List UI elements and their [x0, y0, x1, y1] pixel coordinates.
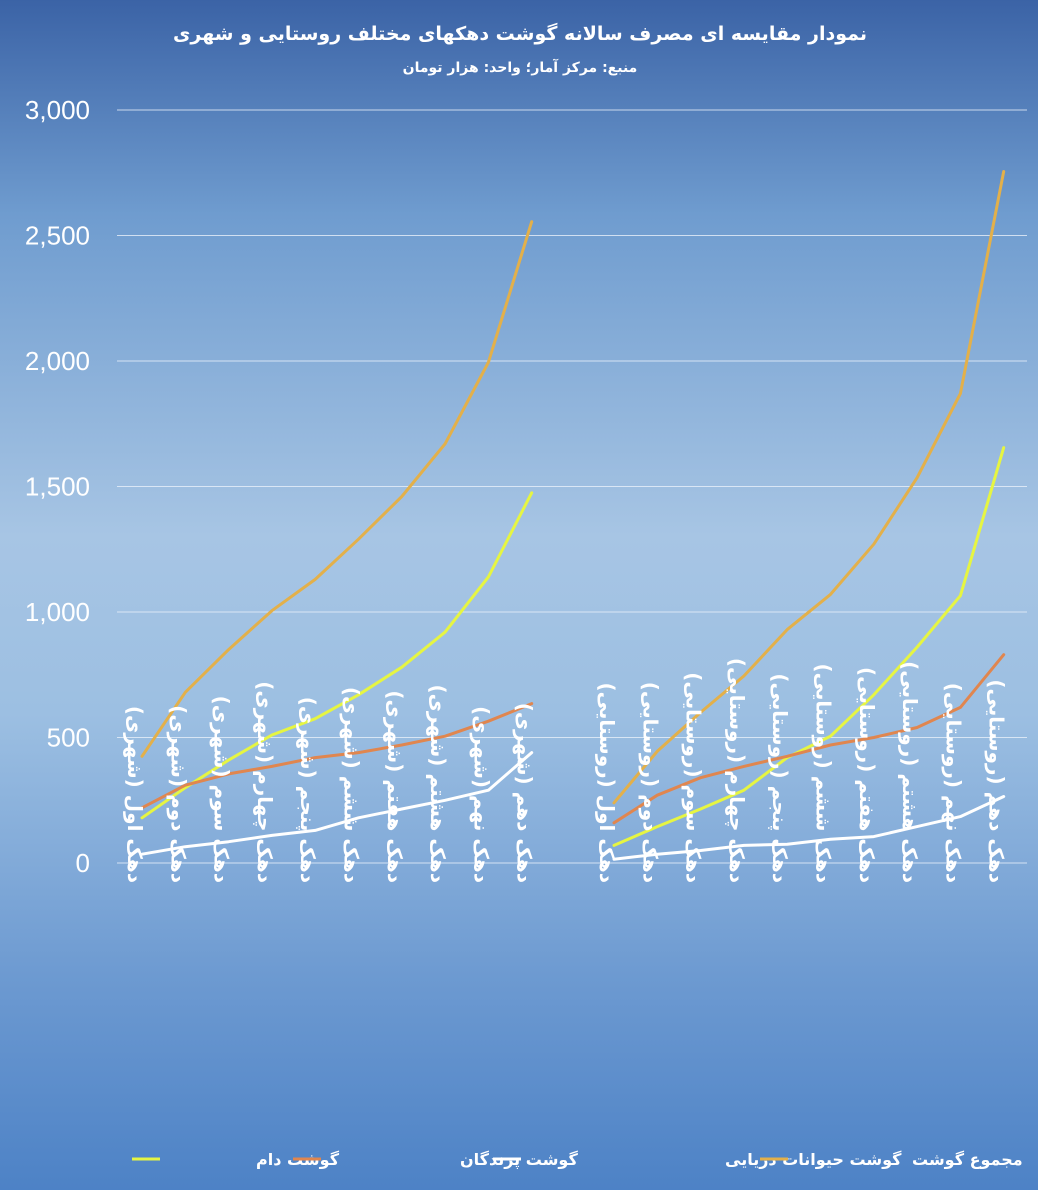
y-tick-label: 3,000 — [25, 95, 90, 125]
x-tick-label: دهک هشتم (شهری) — [426, 684, 450, 883]
x-tick-label: دهک هشتم (روستایی) — [898, 661, 922, 883]
series-line-g0-s1 — [140, 702, 534, 810]
y-tick-label: 2,000 — [25, 346, 90, 376]
series-line-g0-s0 — [140, 491, 534, 820]
series-line-g1-s3 — [612, 170, 1006, 805]
x-axis-ticks: دهک اول (شهری) دهک دوم (شهری) دهک سوم (شهر… — [123, 658, 1009, 883]
series-line-g0-s3 — [140, 220, 534, 758]
series-line-g1-s2 — [612, 795, 1006, 861]
x-tick-label: دهک دوم (روستایی) — [638, 682, 662, 883]
x-tick-label: دهک دوم (شهری) — [166, 705, 190, 883]
y-tick-label: 1,000 — [25, 597, 90, 627]
x-tick-label: دهک سوم (شهری) — [210, 696, 234, 883]
x-tick-label: دهک هفتم (شهری) — [383, 690, 407, 883]
chart-title: نمودار مقایسه ای مصرف سالانه گوشت دهکهای… — [173, 22, 867, 45]
x-tick-label: دهک سوم (روستایی) — [682, 672, 706, 883]
x-tick-label: دهک چهارم (روستایی) — [724, 658, 749, 883]
legend-item[interactable]: مجموع گوشت — [760, 1150, 1023, 1169]
series-line-g1-s0 — [612, 446, 1006, 847]
series-line-g0-s2 — [140, 751, 534, 856]
x-tick-label: دهک چهارم (شهری) — [252, 681, 277, 883]
legend-label: گوشت حیوانات دریایی — [725, 1150, 902, 1169]
x-tick-label: دهک نهم (شهری) — [469, 706, 493, 883]
y-tick-label: 2,500 — [25, 221, 90, 251]
chart-subtitle: منبع: مرکز آمار؛ واحد: هزار تومان — [403, 58, 638, 76]
x-tick-label: دهک دهم (شهری) — [513, 703, 537, 883]
y-tick-label: 500 — [47, 723, 90, 753]
x-tick-label: دهک ششم (روستایی) — [812, 663, 836, 883]
y-axis-ticks: 0 500 1,000 1,500 2,000 2,500 3,000 — [25, 95, 90, 878]
series-lines — [140, 170, 1006, 861]
x-tick-label: دهک پنجم (روستایی) — [767, 673, 792, 883]
series-line-g1-s1 — [612, 653, 1006, 825]
x-tick-label: دهک پنجم (شهری) — [295, 697, 320, 883]
legend-item[interactable]: گوشت حیوانات دریایی — [493, 1150, 902, 1169]
x-tick-label: دهک دهم (روستایی) — [985, 679, 1009, 883]
x-tick-label: دهک ششم (شهری) — [340, 687, 364, 883]
y-tick-label: 0 — [76, 848, 90, 878]
x-tick-label: دهک اول (شهری) — [123, 706, 147, 883]
legend-label: مجموع گوشت — [912, 1150, 1023, 1169]
x-tick-label: دهک اول (روستایی) — [595, 683, 619, 884]
x-tick-label: دهک نهم (روستایی) — [941, 683, 965, 883]
x-tick-label: دهک هفتم (روستایی) — [855, 667, 879, 883]
y-tick-label: 1,500 — [25, 472, 90, 502]
legend[interactable]: گوشت دام گوشت پرندگان گوشت حیوانات دریایی م… — [132, 1150, 1023, 1170]
